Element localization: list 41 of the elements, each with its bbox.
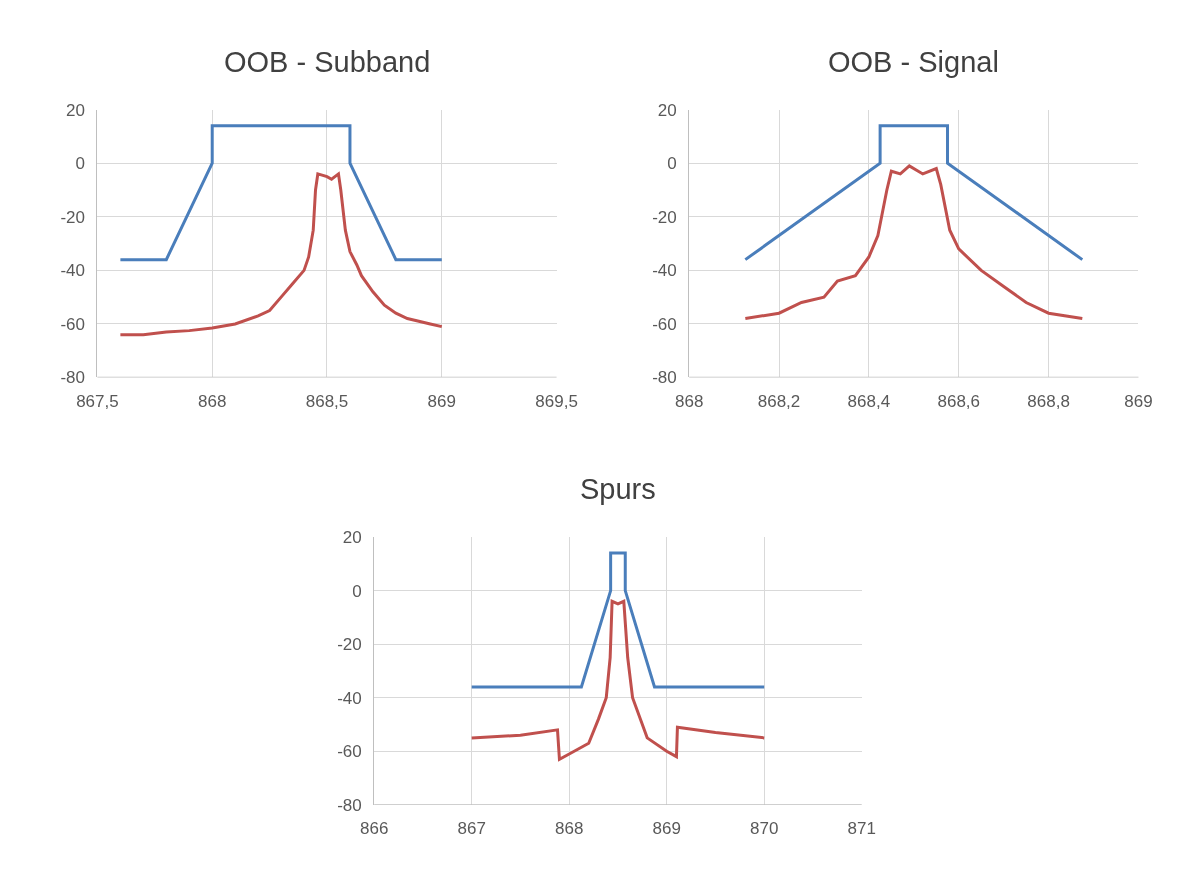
x-tick-label: 868,4 bbox=[847, 391, 891, 411]
line-series bbox=[743, 164, 1084, 321]
x-tick-label: 867,5 bbox=[76, 391, 119, 411]
y-tick-label: 20 bbox=[657, 100, 677, 120]
y-tick-label: -80 bbox=[337, 795, 362, 815]
x-tick-label: 867 bbox=[457, 819, 486, 839]
x-tick-label: 869 bbox=[652, 819, 681, 839]
x-tick-label: 868,2 bbox=[757, 391, 801, 411]
x-tick-label: 868,5 bbox=[305, 391, 349, 411]
y-tick-label: -60 bbox=[60, 314, 86, 334]
x-tick-label: 870 bbox=[750, 819, 779, 839]
x-tick-label: 868 bbox=[674, 391, 704, 411]
x-tick-label: 868 bbox=[198, 391, 227, 411]
x-tick-label: 869 bbox=[427, 391, 456, 411]
y-tick-label: -40 bbox=[60, 261, 86, 281]
x-tick-label: 866 bbox=[360, 819, 389, 839]
y-tick-label: 0 bbox=[352, 581, 362, 601]
y-tick-label: -20 bbox=[60, 207, 86, 227]
line-series bbox=[470, 599, 766, 761]
chart-title: OOB - Subband bbox=[224, 46, 431, 78]
y-tick-label: -60 bbox=[337, 742, 362, 762]
y-tick-label: -80 bbox=[652, 368, 677, 388]
chart-title: Spurs bbox=[580, 473, 656, 505]
y-tick-label: -80 bbox=[60, 368, 86, 388]
x-tick-label: 868 bbox=[555, 819, 584, 839]
chart-title: OOB - Signal bbox=[828, 46, 999, 78]
x-tick-label: 869 bbox=[1124, 391, 1153, 411]
y-tick-label: 20 bbox=[66, 100, 86, 120]
y-tick-label: 0 bbox=[75, 154, 86, 174]
y-tick-label: -40 bbox=[652, 261, 677, 281]
y-tick-label: -60 bbox=[652, 314, 677, 334]
y-tick-label: 0 bbox=[667, 154, 677, 174]
x-tick-label: 869,5 bbox=[535, 391, 578, 411]
y-tick-label: 20 bbox=[342, 527, 362, 547]
y-tick-label: -20 bbox=[337, 635, 362, 655]
x-tick-label: 871 bbox=[847, 819, 876, 839]
y-tick-label: -20 bbox=[652, 207, 677, 227]
x-tick-label: 868,6 bbox=[937, 391, 981, 411]
y-tick-label: -40 bbox=[337, 688, 362, 708]
line-series bbox=[118, 172, 444, 337]
x-tick-label: 868,8 bbox=[1027, 391, 1070, 411]
